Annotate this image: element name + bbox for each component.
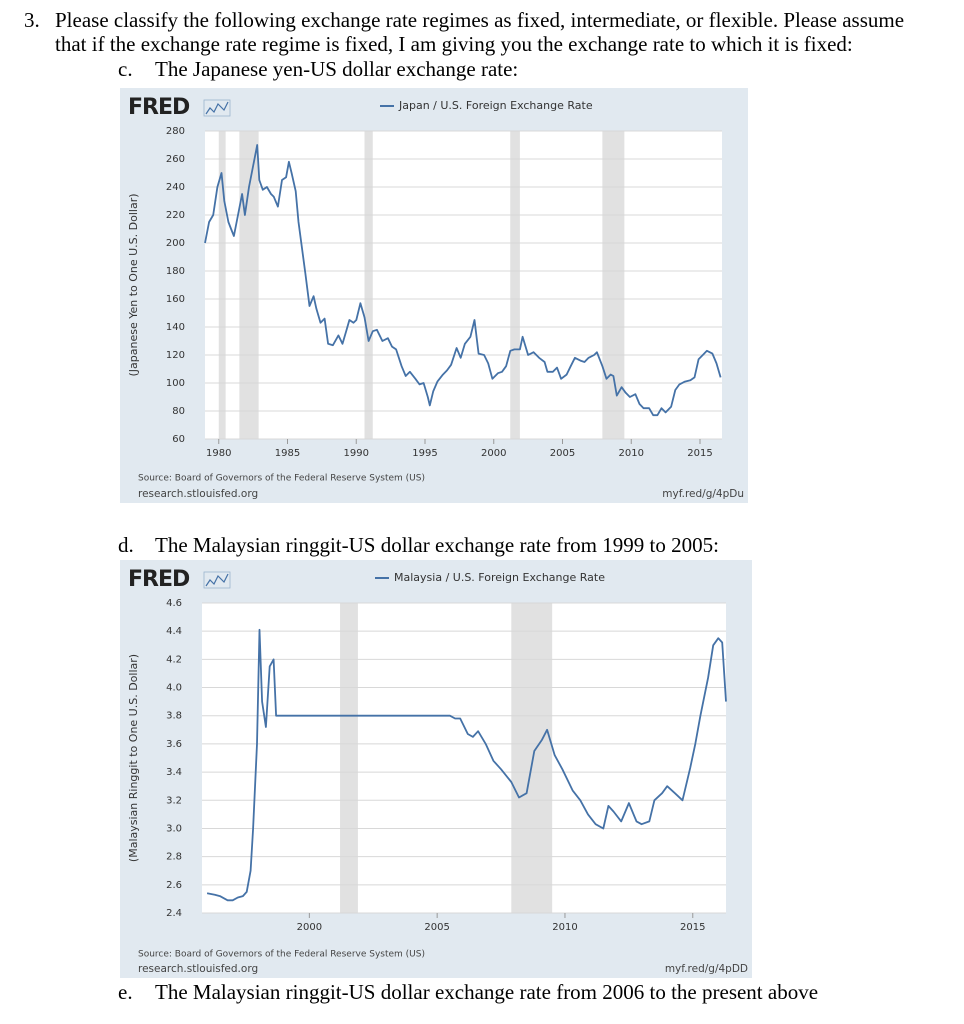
source-note: Source: Board of Governors of the Federa… bbox=[138, 950, 425, 960]
plot-background bbox=[202, 603, 726, 913]
x-tick-label: 2010 bbox=[552, 922, 577, 933]
y-tick-label: 3.0 bbox=[166, 823, 182, 834]
fred-logo: FRED bbox=[128, 95, 190, 120]
plot-background bbox=[205, 131, 722, 439]
recession-shading bbox=[218, 131, 226, 439]
y-tick-label: 4.2 bbox=[166, 654, 182, 665]
question-text: Please classify the following exchange r… bbox=[55, 8, 905, 32]
fred-logo: FRED bbox=[128, 567, 190, 592]
y-tick-label: 4.6 bbox=[166, 598, 182, 609]
x-tick-label: 2000 bbox=[481, 448, 506, 459]
item-letter: e. bbox=[118, 980, 133, 1004]
legend-label: Japan / U.S. Foreign Exchange Rate bbox=[398, 99, 593, 112]
short-url: myf.red/g/4pDD bbox=[665, 963, 748, 975]
x-tick-label: 1990 bbox=[344, 448, 369, 459]
y-tick-label: 240 bbox=[166, 182, 185, 193]
x-tick-label: 1995 bbox=[412, 448, 437, 459]
y-axis-label: (Japanese Yen to One U.S. Dollar) bbox=[127, 193, 140, 376]
x-tick-label: 2005 bbox=[550, 448, 575, 459]
y-tick-label: 3.4 bbox=[166, 767, 182, 778]
recession-shading bbox=[239, 131, 259, 439]
question-text: that if the exchange rate regime is fixe… bbox=[55, 32, 853, 56]
question-number: 3. bbox=[24, 8, 40, 32]
source-note: Source: Board of Governors of the Federa… bbox=[138, 474, 425, 484]
fred-chart: 60 80 100 120 140 160 180 200 220 240 260 280 1980 19… bbox=[120, 88, 748, 503]
y-tick-label: 100 bbox=[166, 378, 185, 389]
legend-label: Malaysia / U.S. Foreign Exchange Rate bbox=[394, 571, 605, 584]
x-tick-label: 1980 bbox=[206, 448, 231, 459]
item-text: The Malaysian ringgit-US dollar exchange… bbox=[155, 533, 719, 557]
data-line bbox=[204, 144, 722, 417]
fred-chart: 2.4 2.6 2.8 3.0 3.2 3.4 3.6 3.8 4.0 4.2 4.4 4.6 2000… bbox=[120, 560, 752, 978]
fred-logo-icon bbox=[205, 101, 229, 115]
y-tick-label: 180 bbox=[166, 266, 185, 277]
x-tick-label: 1985 bbox=[275, 448, 300, 459]
y-tick-label: 3.6 bbox=[166, 739, 182, 750]
x-tick-label: 2015 bbox=[680, 922, 705, 933]
short-url: myf.red/g/4pDu bbox=[662, 488, 744, 500]
y-tick-label: 60 bbox=[172, 434, 185, 445]
fred-logo-box bbox=[203, 571, 231, 589]
y-tick-label: 4.4 bbox=[166, 626, 182, 637]
recession-shading bbox=[511, 603, 553, 913]
x-tick-label: 2005 bbox=[424, 922, 449, 933]
item-letter: c. bbox=[118, 57, 133, 81]
y-tick-label: 200 bbox=[166, 238, 185, 249]
y-axis-label: (Malaysian Ringgit to One U.S. Dollar) bbox=[127, 654, 140, 862]
recession-shading bbox=[510, 131, 520, 439]
y-tick-label: 80 bbox=[172, 406, 185, 417]
fred-logo-box bbox=[203, 99, 231, 117]
source-site: research.stlouisfed.org bbox=[138, 488, 258, 500]
y-tick-label: 160 bbox=[166, 294, 185, 305]
y-tick-label: 4.0 bbox=[166, 683, 182, 694]
y-tick-label: 220 bbox=[166, 210, 185, 221]
y-tick-label: 3.8 bbox=[166, 711, 182, 722]
item-text: The Japanese yen-US dollar exchange rate… bbox=[155, 57, 519, 81]
item-text: The Malaysian ringgit-US dollar exchange… bbox=[155, 980, 819, 1004]
y-tick-label: 260 bbox=[166, 154, 185, 165]
y-tick-label: 2.8 bbox=[166, 852, 182, 863]
fred-logo-icon bbox=[205, 573, 229, 587]
item-letter: d. bbox=[118, 533, 134, 557]
recession-shading bbox=[340, 603, 358, 913]
y-tick-label: 280 bbox=[166, 126, 185, 137]
x-tick-label: 2000 bbox=[297, 922, 322, 933]
y-tick-label: 3.2 bbox=[166, 795, 182, 806]
x-tick-label: 2010 bbox=[619, 448, 644, 459]
y-tick-label: 2.4 bbox=[166, 908, 182, 919]
recession-shading bbox=[364, 131, 373, 439]
y-tick-label: 120 bbox=[166, 350, 185, 361]
x-tick-label: 2015 bbox=[687, 448, 712, 459]
y-tick-label: 140 bbox=[166, 322, 185, 333]
recession-shading bbox=[602, 131, 625, 439]
y-tick-label: 2.6 bbox=[166, 880, 182, 891]
source-site: research.stlouisfed.org bbox=[138, 963, 258, 975]
data-line bbox=[206, 628, 727, 902]
